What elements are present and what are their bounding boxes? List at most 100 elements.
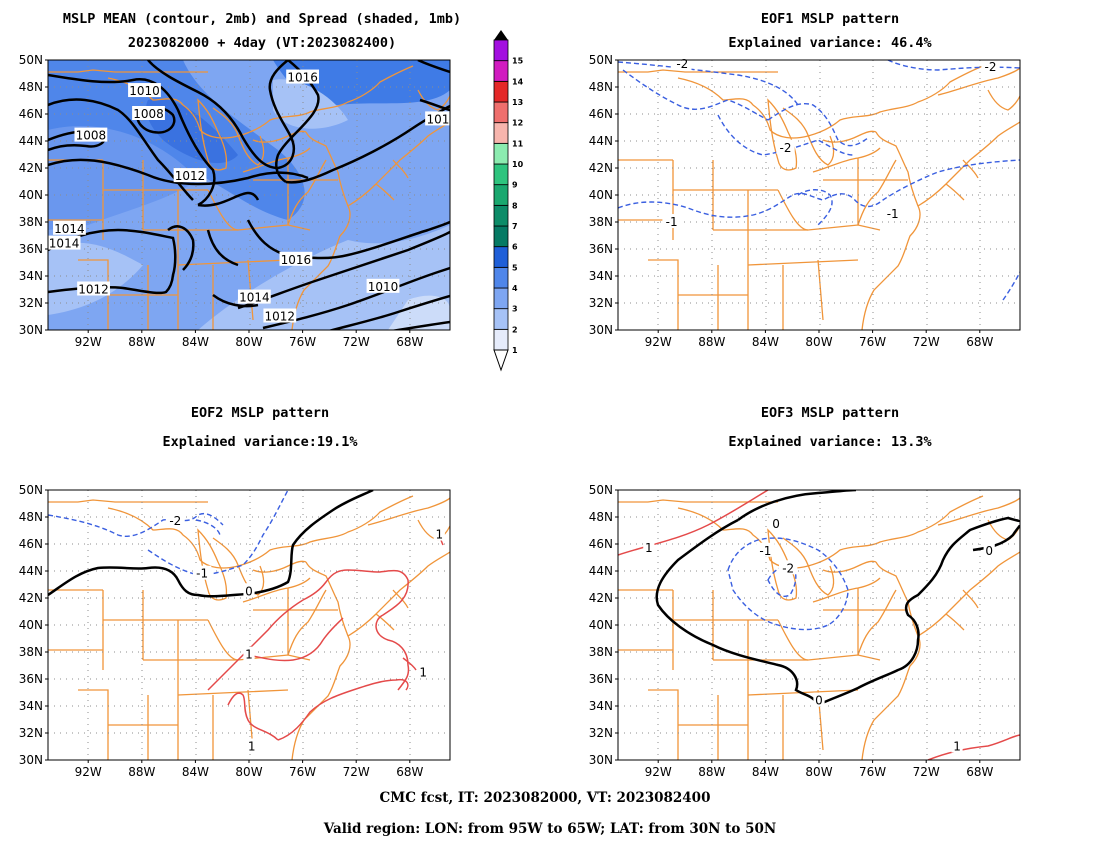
colorbar-swatch	[493, 246, 509, 268]
contour-label: 1012	[265, 310, 296, 324]
lat-tick-label: 36N	[589, 242, 613, 256]
contour-label-bg	[643, 540, 655, 555]
contour-label: 0	[772, 517, 780, 531]
contour-label: 1	[645, 541, 653, 555]
lon-tick-labels: 92W 88W 84W 80W 76W 72W 68W	[645, 330, 993, 349]
contour-label: 1	[419, 665, 427, 679]
contour-label-bg	[776, 139, 795, 154]
map-eof3: 000-1-211	[617, 489, 1021, 761]
contour-label-bg	[192, 565, 212, 580]
lon-tick-label: 88W	[128, 765, 155, 779]
lat-tick-label: 30N	[19, 753, 43, 767]
panel-mslp-subtitle: 2023082000 + 4day (VT:2023082400)	[128, 35, 396, 51]
lon-tick-label: 80W	[805, 765, 832, 779]
colorbar-swatch	[493, 308, 509, 330]
contour-label: 0	[245, 584, 253, 598]
lon-tick-label: 92W	[75, 335, 102, 349]
colorbar-label: 9	[512, 181, 518, 190]
lon-tick-label: 92W	[75, 765, 102, 779]
colorbar-swatch	[493, 60, 509, 82]
contour-label-bg	[770, 515, 782, 530]
lat-tick-label: 30N	[589, 753, 613, 767]
colorbar-swatch	[493, 287, 509, 310]
contour-label-bg	[813, 692, 825, 707]
contour-label: 0	[815, 694, 823, 708]
contour-label: 0	[985, 544, 993, 558]
colorbar-top-arrow	[494, 30, 508, 40]
lat-tick-label: 44N	[589, 564, 613, 578]
lat-tick-label: 46N	[19, 107, 43, 121]
colorbar-swatch	[493, 101, 509, 124]
contour-label: 1014	[239, 291, 270, 305]
contour-labels-eof3: 000-1-211	[643, 515, 995, 754]
lat-tick-label: 48N	[19, 510, 43, 524]
contour-label: -1	[887, 207, 899, 221]
lat-tick-label: 36N	[19, 242, 43, 256]
lat-tick-label: 38N	[19, 215, 43, 229]
lon-tick-label: 76W	[289, 765, 316, 779]
lon-tick-label: 92W	[645, 335, 672, 349]
colorbar-label: 13	[512, 98, 523, 107]
eof2-zero-contour	[48, 490, 374, 598]
lat-tick-label: 48N	[19, 80, 43, 94]
colorbar-label: 12	[512, 119, 523, 128]
contour-label-bg	[883, 205, 902, 220]
lat-tick-label: 44N	[589, 134, 613, 148]
panel-mslp-title: MSLP MEAN (contour, 2mb) and Spread (sha…	[63, 11, 461, 27]
lat-tick-labels: 50N 48N 46N 44N 42N 40N 38N 36N 34N 32N 30N	[589, 53, 618, 337]
lon-tick-label: 84W	[182, 765, 209, 779]
panel-eof2: EOF2 MSLP pattern Explained variance:19.…	[19, 405, 451, 779]
contour-label-bg	[981, 58, 1000, 73]
colorbar-label: 8	[512, 201, 518, 210]
colorbar-label: 2	[512, 325, 518, 334]
lat-tick-label: 38N	[589, 645, 613, 659]
footer-forecast-info: CMC fcst, IT: 2023082000, VT: 2023082400	[380, 790, 711, 806]
lon-tick-label: 80W	[235, 765, 262, 779]
colorbar-label: 5	[512, 263, 518, 272]
contour-label: 1008	[133, 107, 164, 121]
contour-label: 101	[426, 112, 449, 126]
contour-label: 1	[245, 648, 253, 662]
lat-tick-label: 36N	[589, 672, 613, 686]
contour-label: -2	[985, 60, 997, 74]
lat-tick-label: 34N	[19, 269, 43, 283]
panel-eof3-subtitle: Explained variance: 13.3%	[728, 434, 932, 450]
lat-tick-label: 34N	[589, 699, 613, 713]
contour-label-bg	[279, 251, 313, 266]
lon-tick-label: 68W	[966, 335, 993, 349]
lon-tick-label: 68W	[966, 765, 993, 779]
contour-label-bg	[425, 111, 451, 126]
lat-tick-label: 32N	[19, 726, 43, 740]
contour-label-bg	[433, 526, 445, 541]
lat-tick-label: 30N	[589, 323, 613, 337]
lat-tick-label: 40N	[19, 618, 43, 632]
contour-label: -1	[196, 567, 208, 581]
contour-label-bg	[132, 106, 165, 120]
lat-tick-label: 46N	[589, 537, 613, 551]
contour-label: 1010	[129, 84, 160, 98]
spread-shading-core	[146, 98, 238, 164]
contour-label-bg	[74, 127, 108, 142]
contour-label-bg	[951, 738, 963, 753]
spread-shading-3mb	[48, 126, 198, 230]
contour-label: 1016	[281, 253, 312, 267]
contour-label-bg	[778, 560, 798, 575]
map-eof2: -2 -1 0 1 1 1 1	[47, 489, 451, 761]
colorbar-label: 7	[512, 222, 518, 231]
lat-tick-labels: 50N 48N 46N 44N 42N 40N 38N 36N 34N 32N 30N	[19, 483, 48, 767]
lat-tick-label: 32N	[19, 296, 43, 310]
lat-tick-label: 36N	[19, 672, 43, 686]
lat-tick-label: 42N	[589, 591, 613, 605]
lat-tick-label: 38N	[589, 215, 613, 229]
lat-tick-label: 30N	[19, 323, 43, 337]
colorbar-swatches	[493, 39, 509, 351]
lat-tick-label: 42N	[589, 161, 613, 175]
coastlines-and-borders	[48, 65, 450, 330]
lat-tick-label: 48N	[589, 510, 613, 524]
contour-label: -1	[759, 544, 771, 558]
colorbar-label: 10	[512, 160, 524, 169]
contour-label-bg	[237, 289, 271, 304]
lat-tick-label: 50N	[589, 483, 613, 497]
